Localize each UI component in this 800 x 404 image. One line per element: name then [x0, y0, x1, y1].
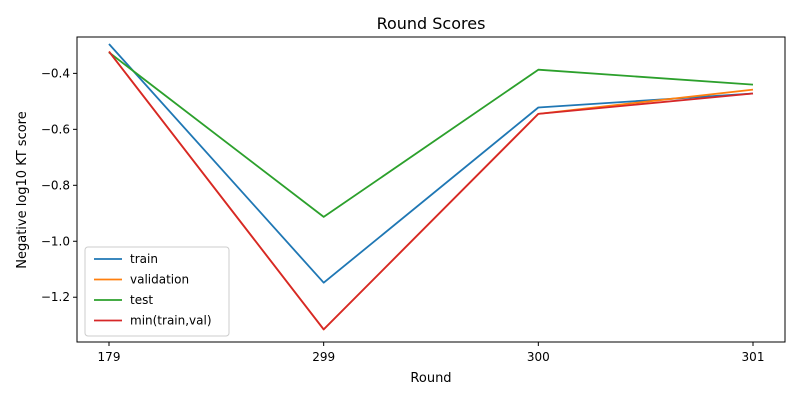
legend-label: min(train,val) [130, 314, 212, 328]
y-tick-label: −1.2 [41, 290, 70, 304]
x-tick-label: 299 [312, 350, 335, 364]
y-tick-label: −1.0 [41, 234, 70, 248]
x-tick-label: 179 [98, 350, 121, 364]
legend-label: train [130, 252, 158, 266]
series-lines [108, 43, 754, 331]
x-tick-label: 300 [527, 350, 550, 364]
x-tick-label: 301 [742, 350, 765, 364]
legend-box [84, 246, 230, 337]
x-axis: 179 299 300 301 [98, 342, 765, 364]
y-tick-label: −0.6 [41, 122, 70, 136]
plot-area [76, 36, 786, 343]
legend-label: validation [130, 273, 189, 287]
legend-label: test [130, 293, 153, 307]
y-axis-label: Negative log10 KT score [15, 111, 30, 269]
y-tick-label: −0.4 [41, 66, 70, 80]
y-tick-label: −0.8 [41, 178, 70, 192]
chart-title: Round Scores [377, 14, 486, 33]
series-line-test [108, 51, 754, 218]
legend: train validation test min(train,val) [84, 246, 230, 337]
series-line-train [108, 43, 754, 284]
series-line-min-train-val- [108, 51, 754, 331]
y-axis: −1.2 −1.0 −0.8 −0.6 −0.4 [41, 66, 77, 304]
x-axis-label: Round [410, 371, 451, 386]
